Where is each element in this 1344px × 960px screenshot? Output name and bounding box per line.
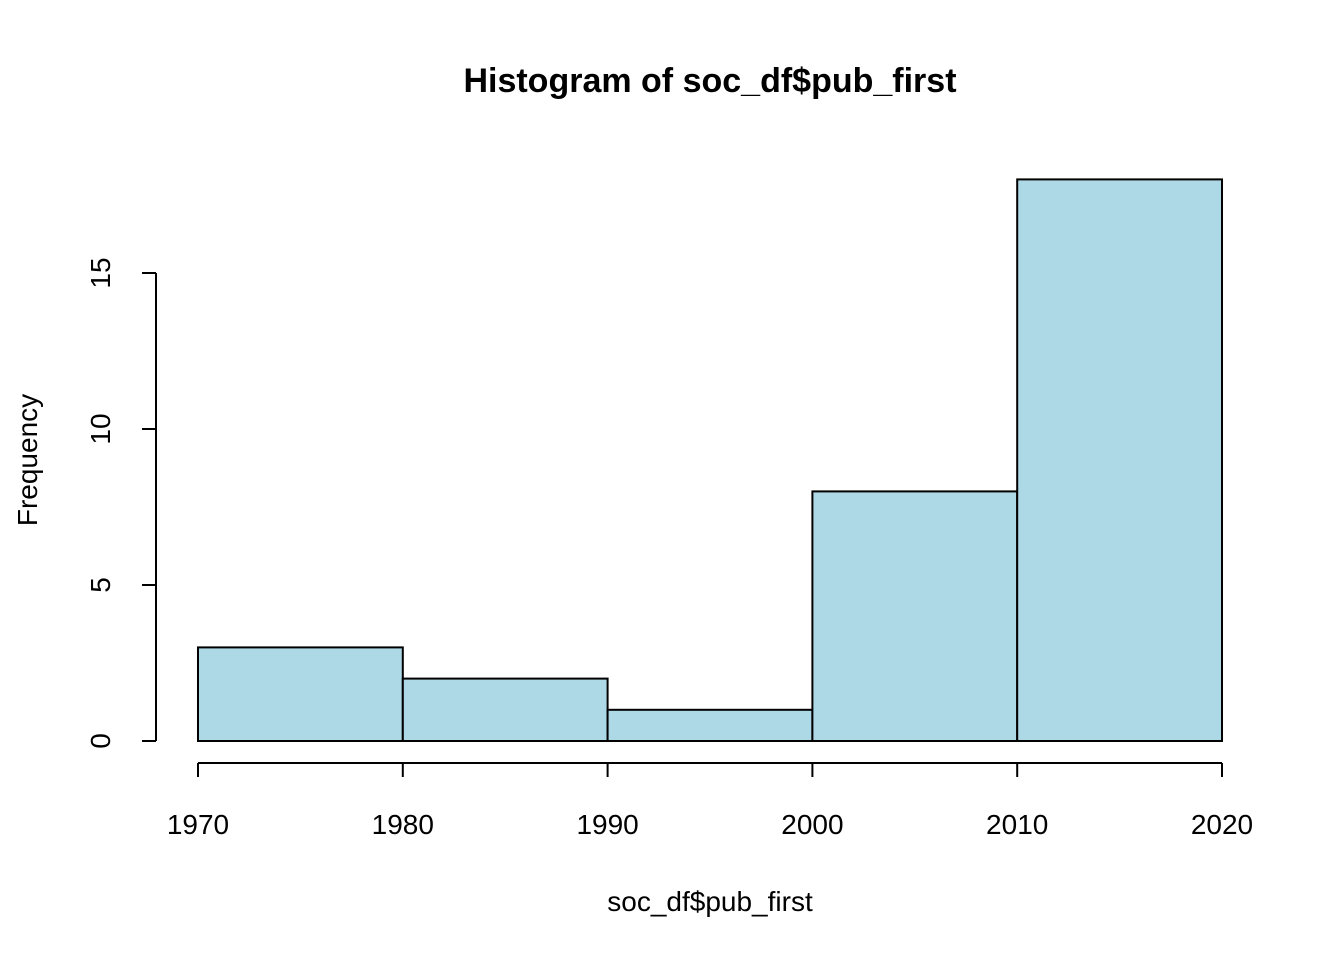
y-tick-label: 5 xyxy=(85,577,116,593)
x-tick-label: 1990 xyxy=(576,809,638,840)
y-tick-label: 15 xyxy=(85,257,116,288)
bar-2010-2020 xyxy=(1016,178,1224,742)
y-tick-label: 0 xyxy=(85,733,116,749)
bar-1970-1980 xyxy=(197,646,404,743)
x-tick-label: 2010 xyxy=(986,809,1048,840)
x-axis-label: soc_df$pub_first xyxy=(607,886,813,917)
y-tick-label: 10 xyxy=(85,413,116,444)
y-axis: 0 5 10 15 xyxy=(85,257,157,749)
x-tick-label: 2020 xyxy=(1191,809,1253,840)
bars-group xyxy=(197,178,1224,743)
bar-2000-2010 xyxy=(811,490,1019,742)
y-axis-label: Frequency xyxy=(12,394,43,526)
x-axis: 1970 1980 1990 2000 2010 2020 xyxy=(167,762,1253,840)
bar-1980-1990 xyxy=(401,677,609,742)
chart-title: Histogram of soc_df$pub_first xyxy=(463,62,956,100)
bar-1990-2000 xyxy=(606,708,814,742)
x-tick-label: 2000 xyxy=(781,809,843,840)
x-tick-label: 1980 xyxy=(372,809,434,840)
x-tick-label: 1970 xyxy=(167,809,229,840)
